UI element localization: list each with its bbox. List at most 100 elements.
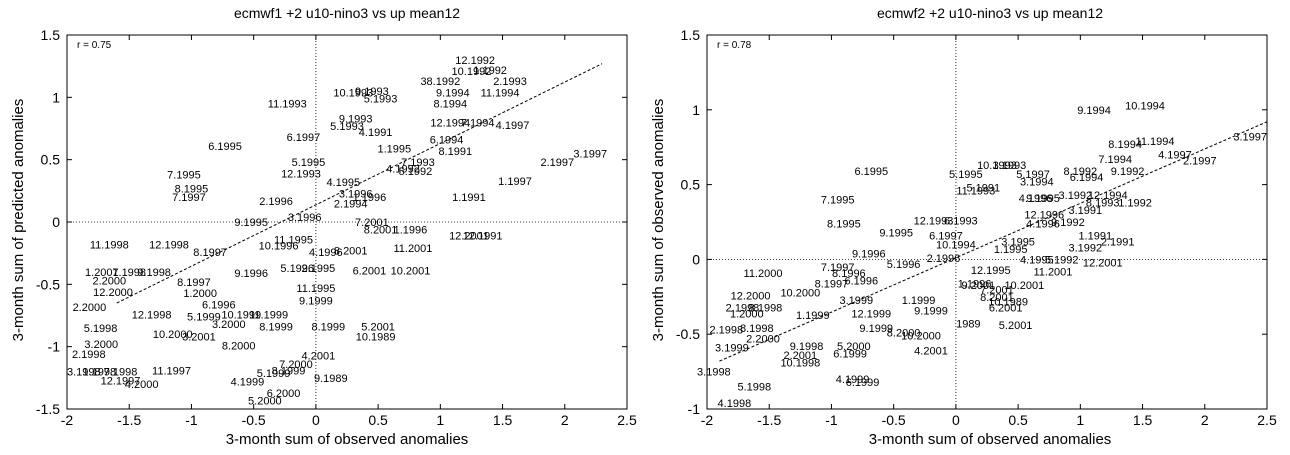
data-point-label: 2.2000 [73, 302, 107, 314]
data-point-label: 10.1998 [780, 358, 820, 370]
data-point-label: 10.1996 [259, 241, 299, 253]
data-point-label: 10.1994 [936, 239, 976, 251]
data-point-label: 9.1998 [137, 267, 171, 279]
y-tick-label: 0.5 [681, 177, 701, 193]
x-axis-label: 3-month sum of observed anomalies [869, 431, 1112, 448]
data-point-label: 8.1999 [259, 322, 293, 334]
data-point-label: 9.1996 [852, 248, 886, 260]
x-tick-label: 0.5 [368, 412, 388, 428]
data-point-label: 9.1995 [234, 217, 268, 229]
data-point-label: 4.1999 [231, 377, 265, 389]
data-point-label: 8.1997 [193, 247, 227, 259]
data-point-label: 5.1991 [966, 183, 1000, 195]
x-tick-label: -1.5 [117, 412, 141, 428]
data-point-label: 7.1995 [821, 195, 855, 207]
data-point-label: 1.1996 [394, 224, 428, 236]
data-point-label: 9.1993 [355, 86, 389, 98]
data-point-label: 7.2000 [279, 359, 313, 371]
data-point-label: 8.2001 [334, 246, 368, 258]
data-point-label: 6.1995 [854, 166, 888, 178]
data-point-label: 1.1992 [473, 65, 507, 77]
data-point-label: 7.1993 [401, 157, 435, 169]
data-point-label: 9.1996 [234, 268, 268, 280]
data-point-label: 8.1996 [832, 268, 866, 280]
data-point-label: 2.2001 [784, 350, 818, 362]
data-point-label: 6.2001 [989, 302, 1023, 314]
data-point-label: 7.2001 [980, 284, 1014, 296]
data-point-label: 2.1991 [1101, 236, 1135, 248]
data-point-label: 1989 [956, 319, 980, 331]
data-point-label: 8.2000 [887, 328, 921, 340]
y-tick-label: 0 [692, 251, 700, 267]
data-point-label: 5.2001 [361, 322, 395, 334]
data-point-label: 7.1994 [461, 117, 495, 129]
regression-fit-line [719, 121, 1268, 362]
data-point-label: 1.1996 [958, 278, 992, 290]
data-point-label: 4.2001 [914, 346, 948, 358]
data-point-label: 4.2001 [302, 350, 336, 362]
data-point-label: 4.1996 [1026, 218, 1060, 230]
data-point-label: 2.2000 [746, 334, 780, 346]
y-tick-label: 0.5 [41, 152, 61, 168]
data-point-label: 3.1996 [288, 212, 322, 224]
data-point-label: 7.1998 [112, 267, 146, 279]
data-point-label: 3.1998 [67, 367, 101, 379]
y-tick-label: 1 [52, 89, 60, 105]
data-point-label: 11.1994 [1136, 136, 1175, 148]
data-point-label: 10.1993 [333, 87, 373, 99]
data-point-label: 11.1993 [268, 99, 307, 111]
data-point-label: 9.1995 [879, 227, 913, 239]
data-point-label: 5.1995 [949, 169, 983, 181]
data-point-label: 4.1996 [309, 247, 343, 259]
y-tick-label: 1 [692, 102, 700, 118]
data-point-label: 9.1998 [790, 341, 824, 353]
data-point-label: 4.1998 [718, 398, 752, 410]
data-point-label: 3.1994 [1020, 177, 1054, 189]
x-tick-label: -2 [61, 412, 74, 428]
data-point-label: 11.1995 [274, 234, 313, 246]
data-point-label: 6.1994 [1070, 172, 1104, 184]
data-point-label: 8.2000 [222, 340, 256, 352]
data-point-label: 7.2001 [355, 217, 389, 229]
data-point-label: 9.1989 [314, 373, 348, 385]
data-point-label: 6.1999 [833, 349, 867, 361]
data-point-label: 10.2000 [153, 329, 193, 341]
data-point-label: 8.1994 [1108, 139, 1142, 151]
data-point-label: 9.1999 [859, 323, 893, 335]
x-tick-label: 0.5 [1008, 412, 1028, 428]
data-point-label: 12.1996 [1024, 210, 1064, 222]
data-point-label: 2.1996 [927, 253, 961, 265]
data-point-label: 5.1996 [280, 263, 314, 275]
data-point-label: 5.1992 [399, 166, 433, 178]
data-point-label: 3.1992 [1059, 190, 1093, 202]
data-point-label: 2.1997 [1183, 156, 1217, 168]
data-point-label: 4.1997 [496, 120, 530, 132]
data-point-label: 11.2001 [393, 243, 432, 255]
data-point-label: 2.1998 [72, 349, 106, 361]
data-point-label: 12.1997 [101, 375, 141, 387]
y-axis-label: 3-month sum of observed anomalies [650, 99, 667, 342]
data-point-label: 8.1998 [749, 302, 783, 314]
y-tick-label: 1.5 [41, 27, 61, 43]
x-tick-label: 2 [1201, 412, 1209, 428]
data-point-label: 2.1998 [709, 325, 743, 337]
data-point-label: 11.1998 [90, 239, 129, 251]
data-point-label: 6.1995 [208, 141, 242, 153]
right-scatter-panel: ecmwf2 +2 u10-nino3 vs up mean12 3-month… [650, 5, 1277, 448]
correlation-annotation: r = 0.78 [717, 40, 752, 51]
data-point-label: 3.2001 [182, 332, 216, 344]
data-point-label: 5.1995 [292, 157, 326, 169]
data-point-label: 8.2001 [980, 292, 1014, 304]
data-point-label: 5.1997 [1016, 169, 1050, 181]
x-tick-label: 2 [561, 412, 569, 428]
data-point-label: 4.1999 [836, 374, 870, 386]
data-point-label: 1.2001 [85, 267, 119, 279]
y-tick-label: 0 [52, 214, 60, 230]
data-point-label: 4.1995 [1020, 254, 1054, 266]
data-point-label: 11.1997 [152, 365, 191, 377]
data-point-label: 1.1997 [498, 176, 532, 188]
y-tick-label: -0.5 [36, 276, 60, 292]
data-point-label: 3.1991 [1068, 205, 1102, 217]
data-point-label: 9.1992 [1051, 217, 1085, 229]
